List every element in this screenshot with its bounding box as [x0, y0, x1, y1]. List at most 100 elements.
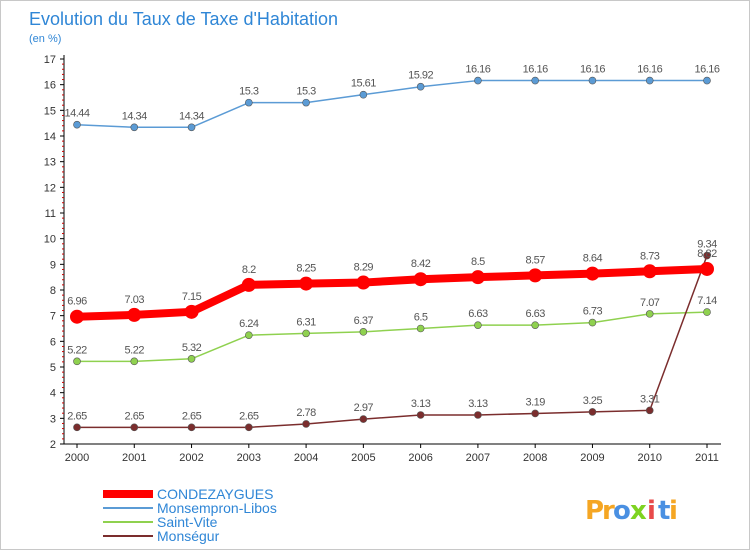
- series-saint-vite: 5.22 5.22 5.32 6.24 6.31 6.37 6.5 6.63 6.63 6.73 7…: [67, 295, 718, 366]
- data-point: [187, 423, 196, 432]
- data-label: 2.65: [125, 410, 145, 422]
- data-point: [359, 90, 368, 99]
- data-label: 2.78: [296, 407, 316, 419]
- data-label: 6.24: [239, 318, 259, 330]
- y-tick-label: 17: [44, 54, 56, 66]
- y-tick-label: 10: [44, 234, 56, 246]
- x-tick-label: 2007: [466, 452, 490, 464]
- logo-letter: P: [585, 496, 604, 526]
- data-label: 8.42: [411, 258, 431, 270]
- x-tick-label: 2009: [580, 452, 604, 464]
- data-label: 2.65: [239, 410, 259, 422]
- data-label: 5.22: [125, 344, 145, 356]
- data-label: 16.16: [580, 64, 605, 76]
- legend-label: Monségur: [157, 528, 220, 544]
- x-tick-label: 2008: [523, 452, 547, 464]
- data-point: [416, 411, 425, 419]
- data-label: 7.07: [640, 297, 660, 309]
- data-label: 8.5: [471, 256, 485, 268]
- x-tick-label: 2001: [122, 452, 146, 464]
- data-point: [531, 409, 539, 418]
- data-point: [700, 261, 714, 276]
- data-label: 6.5: [414, 312, 428, 324]
- data-point: [245, 423, 253, 432]
- data-label: 9.34: [697, 239, 717, 251]
- legend-swatch: [103, 521, 153, 523]
- data-point: [531, 76, 539, 85]
- data-point: [588, 318, 597, 327]
- data-point: [474, 76, 482, 85]
- data-label: 3.25: [583, 395, 603, 407]
- y-tick-label: 6: [50, 336, 56, 348]
- data-label: 7.03: [125, 294, 145, 306]
- chart-title: Evolution du Taux de Taxe d'Habitation: [29, 9, 338, 29]
- data-point: [187, 354, 196, 363]
- y-tick-label: 14: [44, 131, 56, 143]
- axes: 2 3 4 5 6 7 8 9 10 11 12 13 14 15 16 17 2000 2001 2002 2003…: [44, 54, 721, 464]
- legend-swatch: [103, 535, 153, 537]
- logo-letter: x: [630, 496, 647, 526]
- data-point: [245, 98, 253, 107]
- data-point: [585, 266, 600, 281]
- x-tick-label: 2006: [408, 452, 432, 464]
- data-point: [302, 329, 310, 338]
- data-label: 8.64: [583, 253, 603, 265]
- data-label: 5.32: [182, 342, 202, 354]
- legend-label: Saint-Vite: [157, 514, 218, 530]
- data-point: [474, 411, 482, 419]
- series-layer: 14.44 14.34 14.34 15.3 15.3 15.61 15.92 16.16 16…: [64, 64, 720, 432]
- data-label: 15.3: [296, 86, 316, 98]
- legend-label: CONDEZAYGUES: [157, 486, 273, 502]
- y-tick-label: 7: [50, 311, 56, 323]
- x-tick-label: 2004: [294, 452, 318, 464]
- data-label: 8.25: [296, 263, 316, 275]
- x-tick-label: 2003: [237, 452, 261, 464]
- y-tick-label: 15: [44, 105, 56, 117]
- series-monsempron-libos: 14.44 14.34 14.34 15.3 15.3 15.61 15.92 16.16 16…: [64, 64, 720, 132]
- data-point: [184, 304, 199, 319]
- y-tick-label: 3: [50, 413, 56, 425]
- data-label: 8.2: [242, 264, 256, 276]
- data-point: [359, 415, 368, 423]
- data-point: [245, 331, 253, 339]
- legend-swatch: [103, 490, 153, 498]
- logo-letter: i: [669, 496, 678, 526]
- data-label: 15.3: [239, 86, 259, 98]
- data-label: 16.16: [694, 64, 719, 76]
- data-point: [528, 268, 543, 283]
- data-point: [302, 420, 310, 428]
- legend-swatch: [103, 507, 153, 509]
- data-label: 2.97: [354, 402, 374, 414]
- data-label: 6.73: [583, 306, 603, 318]
- data-label: 14.34: [179, 110, 204, 122]
- logo-letter: i: [647, 496, 656, 526]
- data-point: [73, 423, 81, 432]
- data-point: [588, 408, 597, 416]
- series-line: [76, 264, 708, 321]
- data-point: [73, 120, 81, 129]
- x-tick-label: 2000: [65, 452, 89, 464]
- data-point: [413, 272, 428, 287]
- logo-letter: t: [658, 496, 670, 526]
- series-line: [77, 311, 708, 363]
- logo-letter: o: [613, 496, 631, 526]
- data-point: [130, 357, 139, 366]
- data-point: [645, 310, 654, 318]
- data-label: 14.44: [64, 108, 89, 120]
- data-label: 8.29: [354, 262, 374, 274]
- data-point: [588, 76, 597, 85]
- data-label: 7.15: [182, 291, 202, 303]
- data-label: 16.16: [637, 64, 662, 76]
- data-point: [470, 270, 485, 285]
- data-point: [703, 251, 711, 260]
- logo-letter: r: [602, 496, 615, 526]
- data-point: [416, 324, 425, 333]
- y-tick-label: 4: [50, 388, 56, 400]
- y-tick-label: 8: [50, 285, 56, 297]
- x-tick-label: 2010: [637, 452, 661, 464]
- data-point: [356, 275, 371, 290]
- data-label: 3.19: [525, 396, 545, 408]
- y-tick-label: 11: [45, 208, 56, 220]
- y-tick-label: 2: [50, 439, 56, 451]
- legend-label: Monsempron-Libos: [157, 500, 277, 516]
